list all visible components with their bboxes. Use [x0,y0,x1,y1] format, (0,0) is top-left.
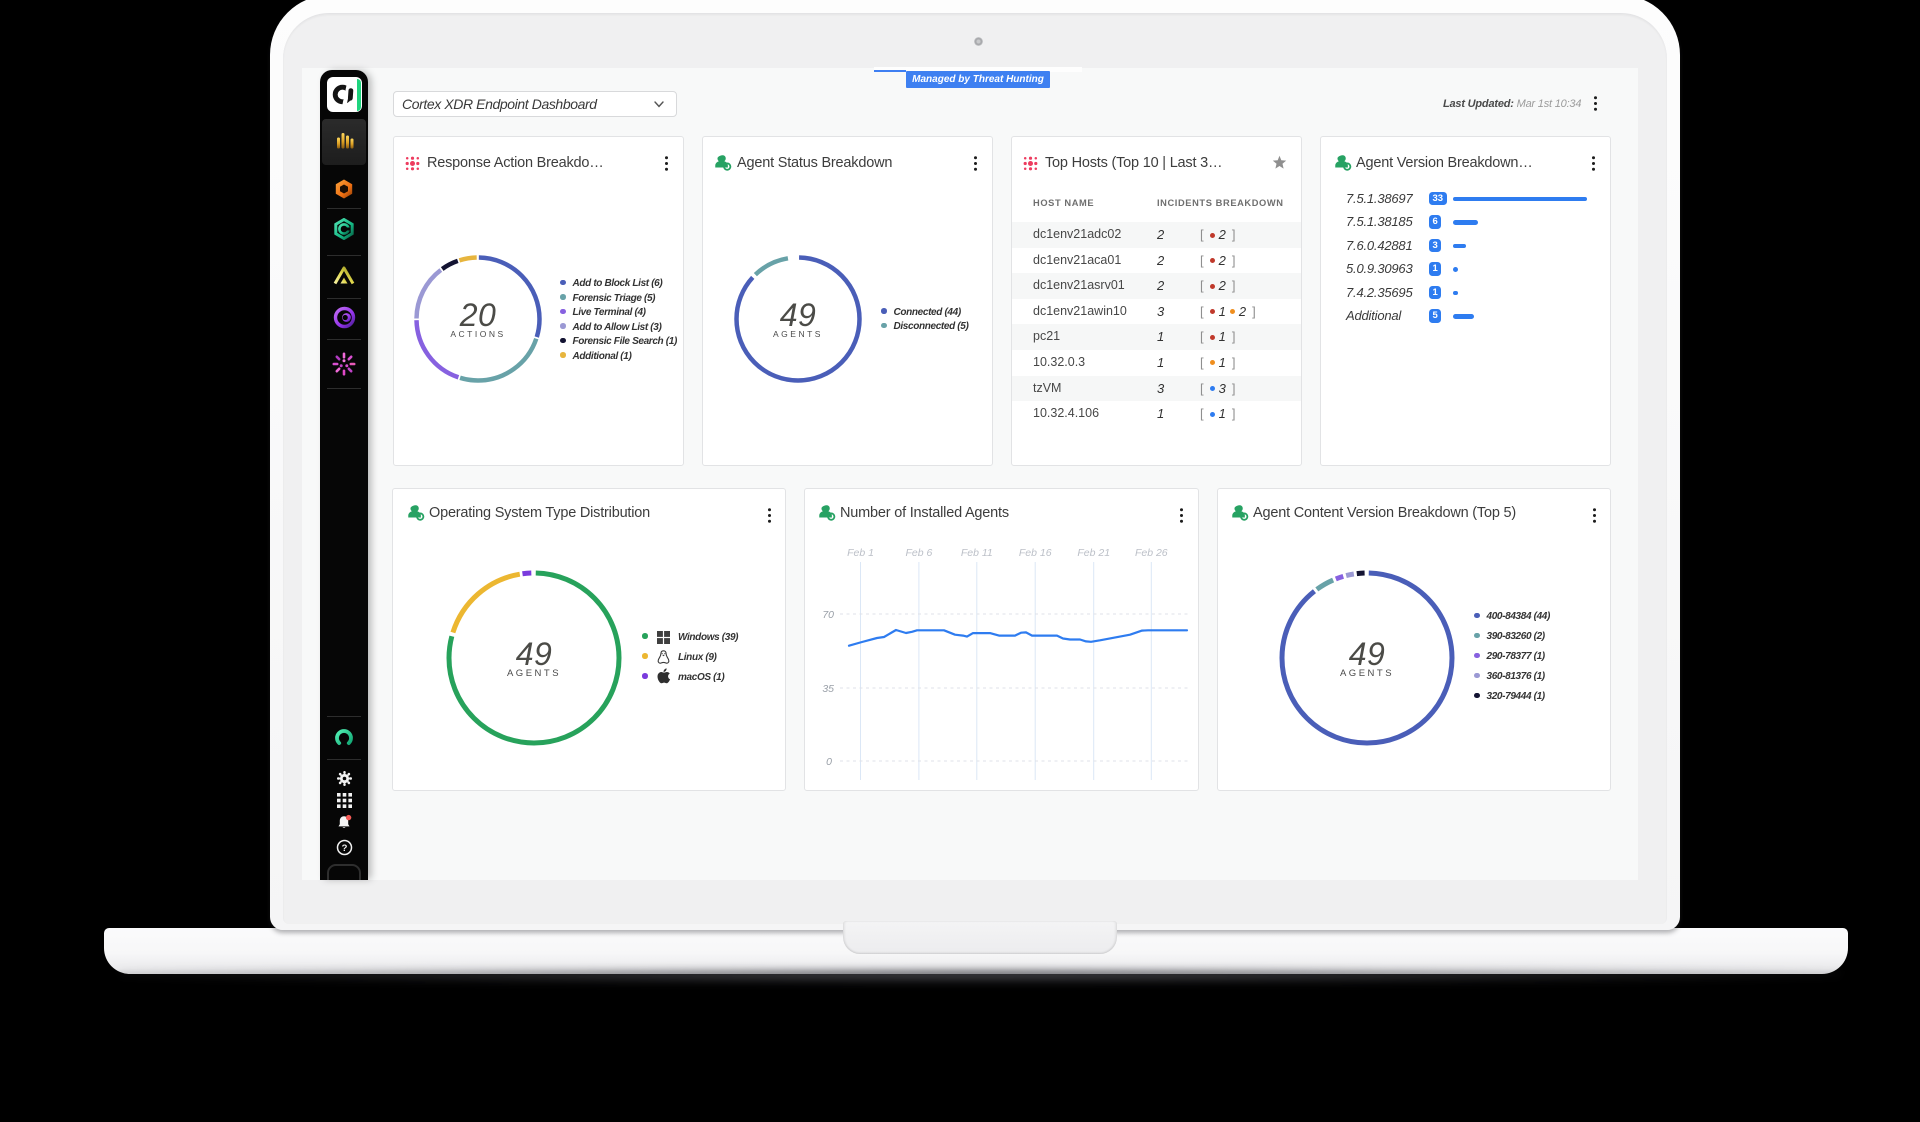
svg-text:Feb 11: Feb 11 [961,547,993,559]
svg-text:Feb 21: Feb 21 [1077,547,1110,559]
svg-text:Feb 16: Feb 16 [1019,547,1052,559]
svg-text:Feb 6: Feb 6 [905,547,932,559]
svg-text:0: 0 [826,756,832,768]
svg-text:?: ? [341,843,347,854]
svg-text:Feb 1: Feb 1 [847,547,874,559]
svg-text:Feb 26: Feb 26 [1135,547,1168,559]
svg-text:35: 35 [822,683,834,695]
svg-text:70: 70 [822,609,834,621]
